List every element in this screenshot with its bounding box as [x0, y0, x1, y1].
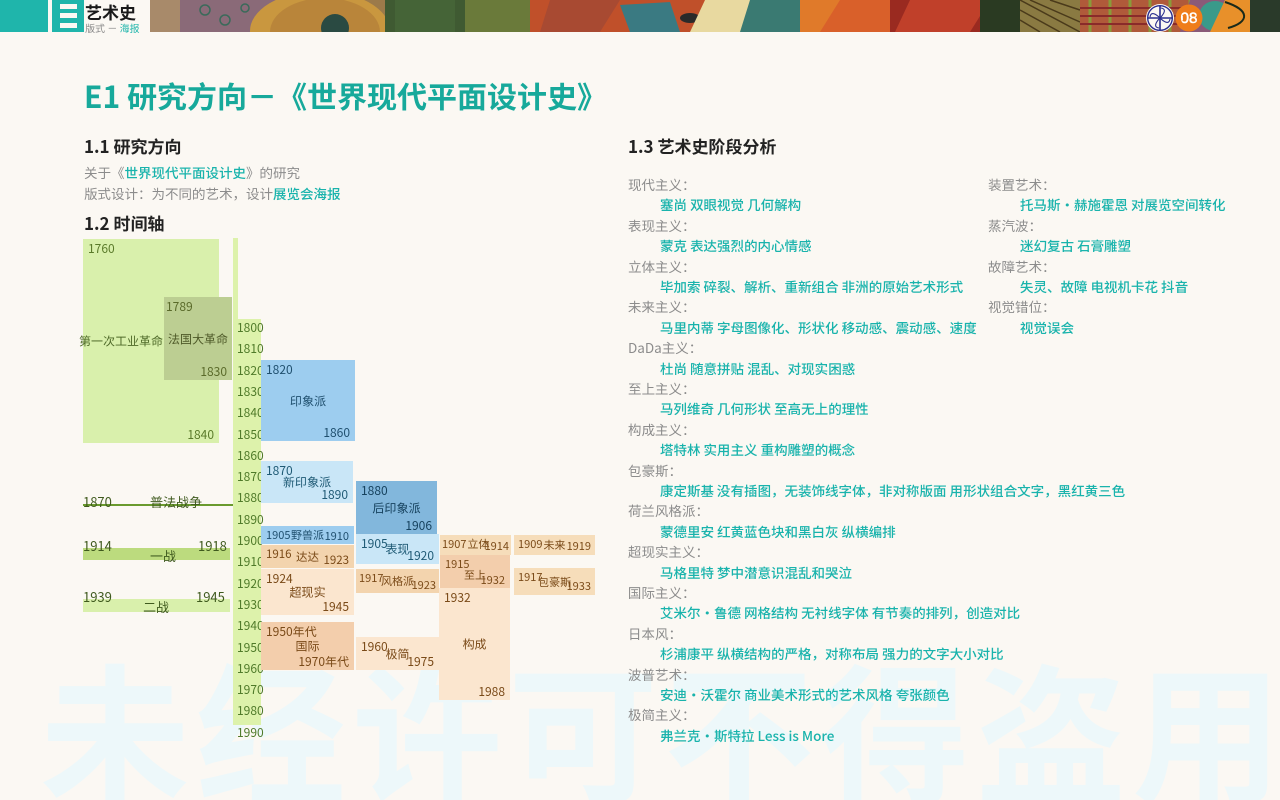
svg-text:08: 08 — [1181, 10, 1198, 27]
